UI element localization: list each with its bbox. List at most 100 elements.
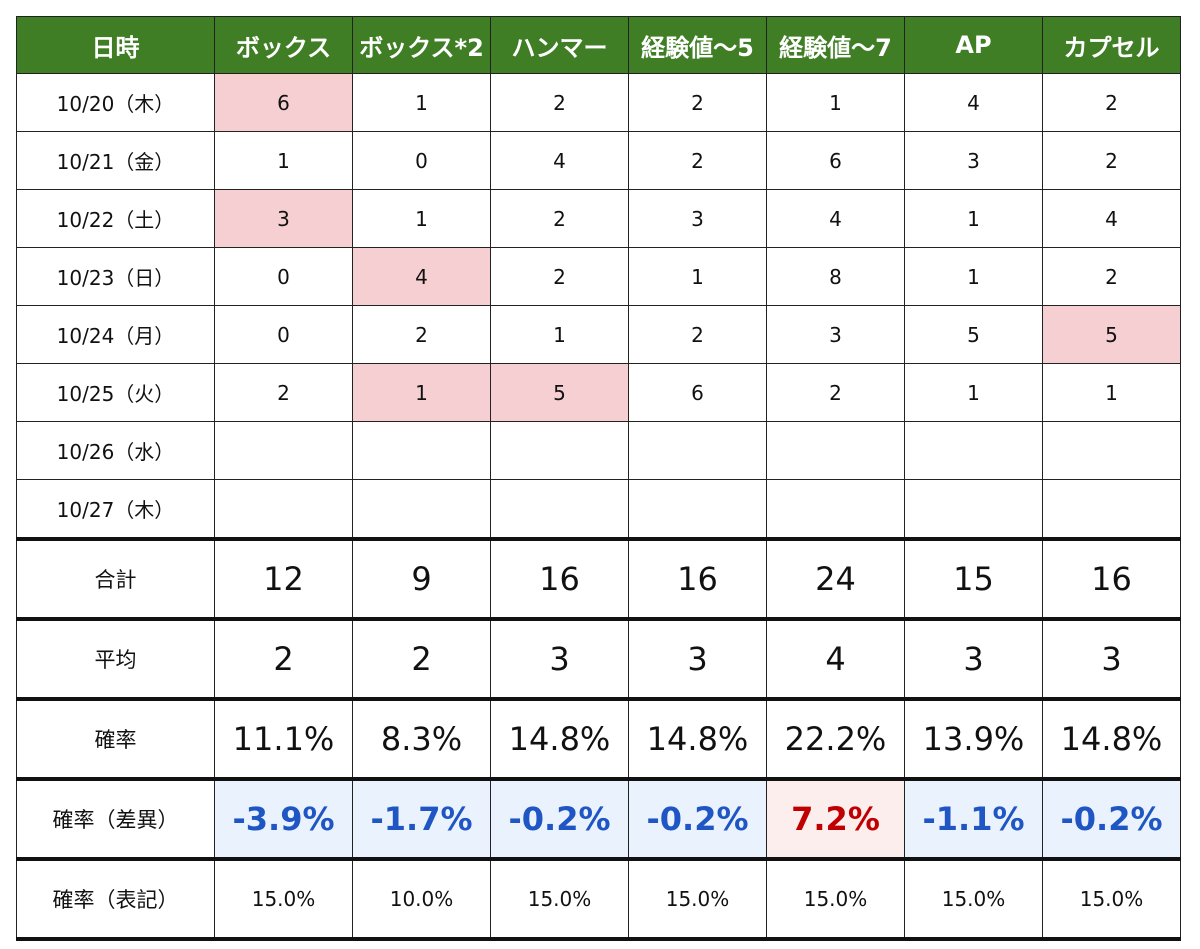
count-cell: 1 [352,363,491,422]
count-cell [214,421,353,480]
count-cell: 2 [490,73,629,132]
probability-cell: 14.8% [628,697,767,780]
date-cell: 10/23（日） [16,247,215,306]
total-label: 合計 [16,537,215,620]
count-cell: 3 [214,189,353,248]
probability-diff-label: 確率（差異） [16,777,215,860]
count-cell: 4 [1042,189,1181,248]
probability-label: 確率 [16,697,215,780]
count-cell: 5 [904,305,1043,364]
probability-cell: 13.9% [904,697,1043,780]
probability-stated-cell: 15.0% [766,857,905,941]
date-cell: 10/25（火） [16,363,215,422]
probability-diff-cell: -0.2% [628,777,767,860]
probability-cell: 11.1% [214,697,353,780]
count-cell: 2 [766,363,905,422]
count-cell [352,421,491,480]
probability-stated-cell: 15.0% [490,857,629,941]
total-cell: 16 [490,537,629,620]
total-cell: 9 [352,537,491,620]
count-cell: 2 [490,189,629,248]
table-row: 10/27（木） [16,479,1181,540]
header-capsule: カプセル [1042,16,1181,74]
probability-diff-cell: -1.1% [904,777,1043,860]
date-cell: 10/26（水） [16,421,215,480]
average-cell: 3 [628,617,767,700]
date-cell: 10/24（月） [16,305,215,364]
count-cell [766,421,905,480]
total-cell: 24 [766,537,905,620]
table-row: 10/20（木） 6 1 2 2 1 4 2 [16,73,1181,132]
count-cell [904,421,1043,480]
count-cell: 1 [214,131,353,190]
probability-diff-cell: -0.2% [490,777,629,860]
probability-stated-label: 確率（表記） [16,857,215,941]
count-cell: 2 [352,305,491,364]
count-cell: 1 [628,247,767,306]
count-cell [352,479,491,540]
header-ap: AP [904,16,1043,74]
header-date: 日時 [16,16,215,74]
probability-diff-cell: 7.2% [766,777,905,860]
count-cell: 2 [1042,131,1181,190]
probability-diff-cell: -0.2% [1042,777,1181,860]
count-cell: 2 [628,305,767,364]
probability-diff-row: 確率（差異） -3.9% -1.7% -0.2% -0.2% 7.2% -1.1… [16,777,1181,860]
count-cell: 0 [352,131,491,190]
probability-cell: 8.3% [352,697,491,780]
header-box-x2: ボックス*2 [352,16,491,74]
probability-cell: 14.8% [490,697,629,780]
header-box: ボックス [214,16,353,74]
count-cell: 3 [628,189,767,248]
table-row: 10/24（月） 0 2 1 2 3 5 5 [16,305,1181,364]
total-cell: 16 [628,537,767,620]
count-cell: 4 [904,73,1043,132]
count-cell [490,479,629,540]
total-cell: 16 [1042,537,1181,620]
table-row: 10/26（水） [16,421,1181,480]
count-cell: 1 [904,247,1043,306]
average-cell: 4 [766,617,905,700]
average-cell: 2 [214,617,353,700]
count-cell: 2 [214,363,353,422]
count-cell: 1 [904,363,1043,422]
probability-cell: 14.8% [1042,697,1181,780]
header-exp-5: 経験値〜5 [628,16,767,74]
probability-diff-cell: -1.7% [352,777,491,860]
header-exp-7: 経験値〜7 [766,16,905,74]
average-cell: 2 [352,617,491,700]
average-cell: 3 [904,617,1043,700]
total-cell: 15 [904,537,1043,620]
count-cell: 6 [214,73,353,132]
count-cell: 4 [352,247,491,306]
average-cell: 3 [1042,617,1181,700]
table-row: 10/21（金） 1 0 4 2 6 3 2 [16,131,1181,190]
count-cell [904,479,1043,540]
count-cell: 1 [352,189,491,248]
count-cell: 3 [766,305,905,364]
count-cell: 2 [628,131,767,190]
probability-stated-cell: 15.0% [904,857,1043,941]
count-cell: 1 [904,189,1043,248]
total-row: 合計 12 9 16 16 24 15 16 [16,537,1181,620]
table-row: 10/25（火） 2 1 5 6 2 1 1 [16,363,1181,422]
count-cell [766,479,905,540]
count-cell [628,421,767,480]
probability-stated-cell: 15.0% [628,857,767,941]
count-cell: 5 [490,363,629,422]
count-cell: 1 [766,73,905,132]
probability-row: 確率 11.1% 8.3% 14.8% 14.8% 22.2% 13.9% 14… [16,697,1181,780]
total-cell: 12 [214,537,353,620]
count-cell: 4 [766,189,905,248]
header-hammer: ハンマー [490,16,629,74]
count-cell [1042,479,1181,540]
average-row: 平均 2 2 3 3 4 3 3 [16,617,1181,700]
count-cell [628,479,767,540]
count-cell: 5 [1042,305,1181,364]
count-cell: 2 [490,247,629,306]
count-cell: 8 [766,247,905,306]
drop-rate-table: 日時 ボックス ボックス*2 ハンマー 経験値〜5 経験値〜7 AP カプセル … [16,16,1181,941]
count-cell: 2 [628,73,767,132]
date-cell: 10/27（木） [16,479,215,540]
table-row: 10/22（土） 3 1 2 3 4 1 4 [16,189,1181,248]
